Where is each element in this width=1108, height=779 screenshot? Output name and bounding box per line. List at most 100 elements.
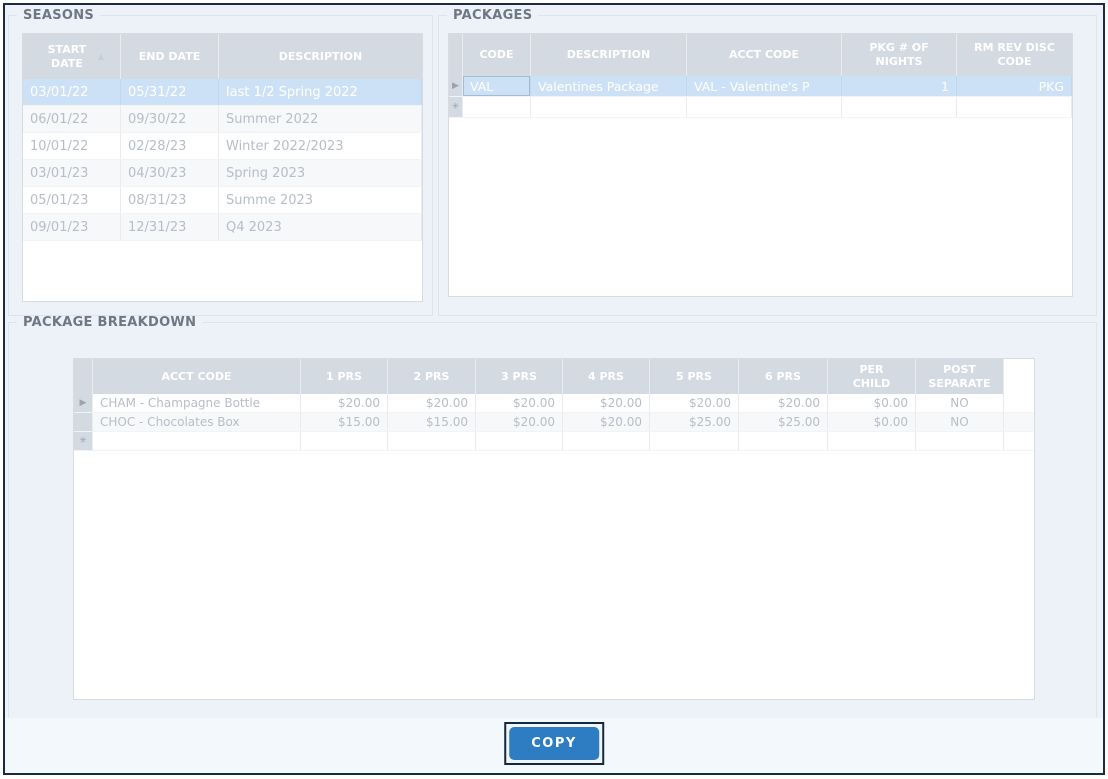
empty-cell — [301, 432, 388, 450]
package-breakdown-legend: PACKAGE BREAKDOWN — [23, 315, 197, 330]
breakdown-col-5prs[interactable]: 5 PRS — [650, 359, 739, 394]
breakdown-3prs-cell: $20.00 — [476, 413, 563, 431]
season-row[interactable]: 06/01/22 09/30/22 Summer 2022 — [23, 106, 422, 133]
packages-col-rm-rev-disc[interactable]: RM REV DISC CODE — [957, 34, 1072, 76]
packages-col-acct-code-label: ACCT CODE — [728, 48, 800, 62]
breakdown-col-5prs-label: 5 PRS — [676, 369, 712, 383]
packages-legend: PACKAGES — [453, 8, 533, 23]
new-row-icon: ✳ — [79, 436, 87, 446]
package-code-cell[interactable]: VAL — [463, 76, 531, 96]
breakdown-1prs-cell: $20.00 — [301, 394, 388, 412]
package-breakdown-table: ACCT CODE 1 PRS 2 PRS 3 PRS 4 PRS 5 PRS — [73, 358, 1035, 700]
breakdown-header-row: ACCT CODE 1 PRS 2 PRS 3 PRS 4 PRS 5 PRS — [74, 359, 1034, 394]
empty-cell — [476, 432, 563, 450]
seasons-legend: SEASONS — [23, 8, 95, 23]
breakdown-col-acct-code-label: ACCT CODE — [161, 369, 232, 383]
breakdown-5prs-cell: $25.00 — [650, 413, 739, 431]
new-row-icon: ✳ — [451, 102, 460, 112]
breakdown-col-2prs[interactable]: 2 PRS — [388, 359, 476, 394]
season-row[interactable]: 10/01/22 02/28/23 Winter 2022/2023 — [23, 133, 422, 160]
season-start-date: 03/01/22 — [23, 79, 121, 105]
window-frame: SEASONS START DATE ▲ END DATE DESCRIPTIO… — [3, 3, 1105, 775]
breakdown-row[interactable]: ▶ CHAM - Champagne Bottle $20.00 $20.00 … — [74, 394, 1034, 413]
current-row-icon: ▶ — [79, 398, 87, 408]
breakdown-2prs-cell: $20.00 — [388, 394, 476, 412]
breakdown-row-filler — [1004, 394, 1034, 412]
breakdown-4prs-cell: $20.00 — [563, 413, 650, 431]
season-row[interactable]: 05/01/23 08/31/23 Summe 2023 — [23, 187, 422, 214]
breakdown-new-row[interactable]: ✳ — [74, 432, 1034, 451]
copy-button[interactable]: COPY — [509, 727, 599, 760]
empty-cell[interactable] — [93, 432, 301, 450]
breakdown-row[interactable]: CHOC - Chocolates Box $15.00 $15.00 $20.… — [74, 413, 1034, 432]
season-description: Summe 2023 — [219, 187, 422, 213]
packages-col-row-selector — [449, 34, 463, 76]
packages-col-pkg-nights[interactable]: PKG # OF NIGHTS — [842, 34, 957, 76]
empty-cell — [531, 97, 687, 117]
season-end-date: 05/31/22 — [121, 79, 219, 105]
season-start-date: 03/01/23 — [23, 160, 121, 186]
empty-cell — [957, 97, 1072, 117]
breakdown-col-1prs[interactable]: 1 PRS — [301, 359, 388, 394]
packages-header-row: CODE DESCRIPTION ACCT CODE PKG # OF NIGH… — [449, 34, 1072, 76]
breakdown-col-acct-code[interactable]: ACCT CODE — [93, 359, 301, 394]
breakdown-col-6prs-label: 6 PRS — [765, 369, 801, 383]
breakdown-post-separate-cell: NO — [916, 394, 1004, 412]
row-selector-cell[interactable]: ▶ — [449, 76, 463, 96]
empty-cell — [828, 432, 916, 450]
breakdown-col-6prs[interactable]: 6 PRS — [739, 359, 828, 394]
breakdown-2prs-cell: $15.00 — [388, 413, 476, 431]
breakdown-per-child-cell: $0.00 — [828, 413, 916, 431]
breakdown-col-per-child[interactable]: PER CHILD — [828, 359, 916, 394]
empty-cell — [687, 97, 842, 117]
empty-cell — [388, 432, 476, 450]
season-end-date: 04/30/23 — [121, 160, 219, 186]
seasons-col-description[interactable]: DESCRIPTION — [219, 34, 422, 79]
breakdown-col-3prs-label: 3 PRS — [501, 369, 537, 383]
breakdown-header-filler — [1004, 359, 1034, 394]
package-row-selected[interactable]: ▶ VAL Valentines Package VAL - Valentine… — [449, 76, 1072, 97]
breakdown-col-3prs[interactable]: 3 PRS — [476, 359, 563, 394]
package-description-cell: Valentines Package — [531, 76, 687, 96]
packages-table: CODE DESCRIPTION ACCT CODE PKG # OF NIGH… — [448, 33, 1073, 297]
packages-col-description-label: DESCRIPTION — [566, 48, 651, 62]
season-description: last 1/2 Spring 2022 — [219, 79, 422, 105]
row-selector-cell[interactable] — [74, 413, 93, 431]
season-row-selected[interactable]: 03/01/22 05/31/22 last 1/2 Spring 2022 — [23, 79, 422, 106]
copy-button-focus-ring: COPY — [504, 722, 604, 765]
empty-cell[interactable] — [463, 97, 531, 117]
package-new-row[interactable]: ✳ — [449, 97, 1072, 118]
seasons-col-end-date-label: END DATE — [138, 49, 201, 63]
breakdown-acct-code-cell: CHAM - Champagne Bottle — [93, 394, 301, 412]
breakdown-col-post-separate-label: POST SEPARATE — [928, 362, 991, 390]
packages-col-pkg-nights-label: PKG # OF NIGHTS — [869, 41, 929, 68]
breakdown-6prs-cell: $25.00 — [739, 413, 828, 431]
breakdown-per-child-cell: $0.00 — [828, 394, 916, 412]
seasons-col-end-date[interactable]: END DATE — [121, 34, 219, 79]
seasons-col-description-label: DESCRIPTION — [278, 49, 363, 63]
breakdown-4prs-cell: $20.00 — [563, 394, 650, 412]
empty-cell — [842, 97, 957, 117]
season-row[interactable]: 09/01/23 12/31/23 Q4 2023 — [23, 214, 422, 241]
breakdown-col-1prs-label: 1 PRS — [326, 369, 362, 383]
packages-col-acct-code[interactable]: ACCT CODE — [687, 34, 842, 76]
sort-ascending-icon: ▲ — [97, 51, 105, 61]
season-start-date: 06/01/22 — [23, 106, 121, 132]
row-selector-cell[interactable]: ✳ — [449, 97, 463, 117]
season-row[interactable]: 03/01/23 04/30/23 Spring 2023 — [23, 160, 422, 187]
package-nights-cell: 1 — [842, 76, 957, 96]
package-rm-rev-disc-cell: PKG — [957, 76, 1072, 96]
breakdown-post-separate-cell: NO — [916, 413, 1004, 431]
packages-col-code[interactable]: CODE — [463, 34, 531, 76]
packages-col-description[interactable]: DESCRIPTION — [531, 34, 687, 76]
breakdown-col-4prs[interactable]: 4 PRS — [563, 359, 650, 394]
breakdown-col-post-separate[interactable]: POST SEPARATE — [916, 359, 1004, 394]
season-description: Spring 2023 — [219, 160, 422, 186]
seasons-col-start-date-label: START DATE — [47, 42, 87, 70]
row-selector-cell[interactable]: ▶ — [74, 394, 93, 412]
current-row-icon: ▶ — [452, 81, 459, 91]
row-selector-cell[interactable]: ✳ — [74, 432, 93, 450]
season-end-date: 09/30/22 — [121, 106, 219, 132]
seasons-col-start-date[interactable]: START DATE ▲ — [23, 34, 121, 79]
breakdown-row-filler — [1004, 432, 1034, 450]
